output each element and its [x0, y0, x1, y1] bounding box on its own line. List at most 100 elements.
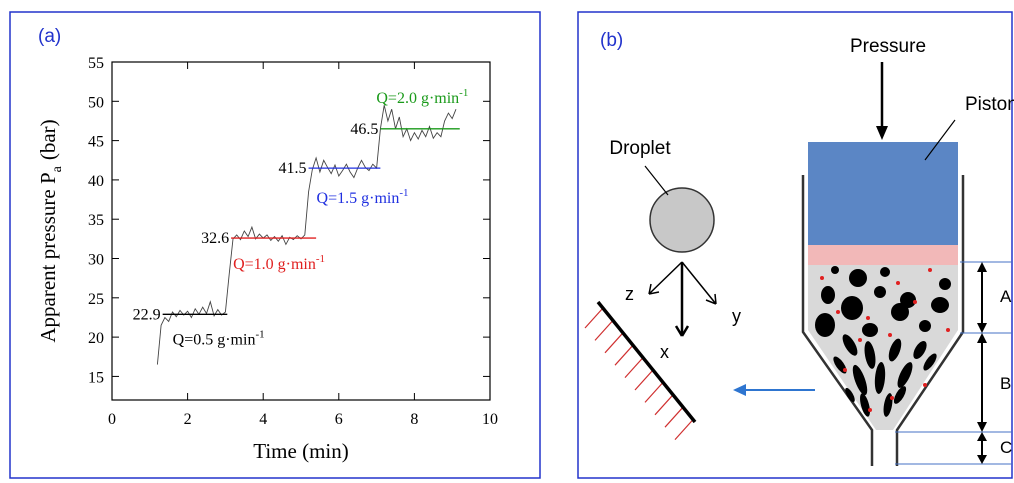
particle	[831, 266, 839, 274]
x-axis-label: Time (min)	[253, 439, 348, 463]
red-particle	[896, 281, 900, 285]
x-tick-label: 2	[184, 411, 192, 428]
hatch-line	[614, 344, 634, 366]
y-tick-label: 15	[88, 369, 104, 386]
x-tick-label: 0	[108, 411, 116, 428]
level-value-label: 22.9	[133, 306, 161, 323]
axis-label: x	[660, 342, 669, 362]
pressure-label: Pressure	[850, 36, 926, 57]
particle	[852, 364, 868, 396]
red-particle	[928, 268, 932, 272]
container-wall	[801, 175, 965, 466]
arrow-head	[977, 323, 987, 333]
arrow-head	[977, 432, 987, 441]
particle	[919, 320, 931, 332]
y-tick-label: 40	[88, 173, 104, 190]
x-axis	[674, 262, 690, 337]
hatch-line	[634, 369, 654, 391]
piston-label: Piston	[965, 94, 1014, 115]
particle	[860, 393, 870, 417]
z-axis	[648, 261, 683, 295]
red-particle	[946, 328, 950, 332]
hatch-line	[584, 307, 604, 329]
flow-rate-text: Q=1.5 g·min	[317, 190, 400, 207]
y-label-text: Apparent pressure P	[36, 172, 60, 342]
droplet	[649, 187, 715, 253]
hatch-line	[664, 406, 684, 428]
y-axis-label: Apparent pressure Pa (bar)	[36, 119, 65, 342]
level-value-label: 32.6	[201, 230, 229, 247]
plot-frame	[111, 61, 491, 401]
pressure-trace	[156, 105, 457, 365]
level-value-label: 46.5	[350, 121, 378, 138]
red-particle	[843, 368, 847, 372]
particle	[923, 353, 937, 371]
particle	[845, 387, 855, 403]
panel-label: (b)	[600, 30, 623, 51]
flow-rate-exponent: -1	[255, 328, 264, 340]
particle	[864, 341, 876, 369]
particle	[931, 297, 949, 313]
leader-line	[924, 119, 956, 161]
y-axis	[681, 261, 717, 305]
panel-b-border	[577, 11, 1013, 479]
particle	[815, 313, 835, 337]
y-tick-label: 20	[88, 330, 104, 347]
flow-rate-text: Q=1.0 g·min	[233, 256, 316, 273]
arrow-head	[977, 455, 987, 464]
y-tick-label: 50	[88, 94, 104, 111]
panel-a-border	[9, 11, 541, 479]
zone-label: C	[1000, 438, 1012, 457]
particle	[939, 278, 951, 290]
red-particle	[890, 396, 894, 400]
red-particle	[888, 333, 892, 337]
x-tick-label: 4	[259, 411, 267, 428]
y-tick-label: 25	[88, 291, 104, 308]
particle	[880, 267, 890, 277]
coordinate-axes	[648, 261, 717, 337]
arrow-head	[876, 126, 888, 140]
particle	[897, 362, 913, 388]
particle	[888, 338, 902, 362]
axis-label: y	[732, 306, 741, 326]
hatch-line	[654, 394, 674, 416]
particle	[842, 334, 858, 356]
flow-rate-exponent: -1	[459, 87, 468, 99]
particle	[821, 286, 835, 304]
leader-line	[644, 165, 669, 196]
panel-label: (a)	[38, 26, 61, 47]
x-tick-label: 10	[482, 411, 498, 428]
particle	[883, 393, 893, 417]
flow-rate-label: Q=1.0 g·min-1	[233, 253, 325, 273]
particles	[815, 266, 951, 417]
wall	[596, 300, 697, 424]
hatch-line	[624, 357, 644, 379]
zone-lines	[895, 261, 1012, 465]
hatch-line	[644, 381, 664, 403]
flow-rate-label: Q=0.5 g·min-1	[173, 328, 265, 348]
particle	[849, 269, 867, 287]
y-tick-label: 30	[88, 252, 104, 269]
particle	[862, 323, 878, 337]
red-particle	[866, 316, 870, 320]
piston-seal	[808, 245, 958, 265]
arrow-head	[733, 384, 746, 396]
red-particle	[868, 408, 872, 412]
diagram: (b) Pressure Piston A B	[584, 30, 1014, 466]
y-label-unit: (bar)	[36, 119, 60, 160]
y-label-sub: a	[50, 165, 65, 172]
particle	[874, 286, 886, 298]
hatch-line	[594, 319, 614, 341]
zone-label: A	[1000, 287, 1012, 306]
flow-rate-label: Q=2.0 g·min-1	[376, 87, 468, 107]
piston	[808, 142, 958, 245]
flow-rate-exponent: -1	[399, 187, 408, 199]
y-tick-label: 55	[88, 55, 104, 72]
particle	[893, 386, 907, 404]
x-tick-label: 6	[335, 411, 343, 428]
red-particle	[913, 300, 917, 304]
red-particle	[820, 276, 824, 280]
dimension-heads	[977, 262, 987, 464]
